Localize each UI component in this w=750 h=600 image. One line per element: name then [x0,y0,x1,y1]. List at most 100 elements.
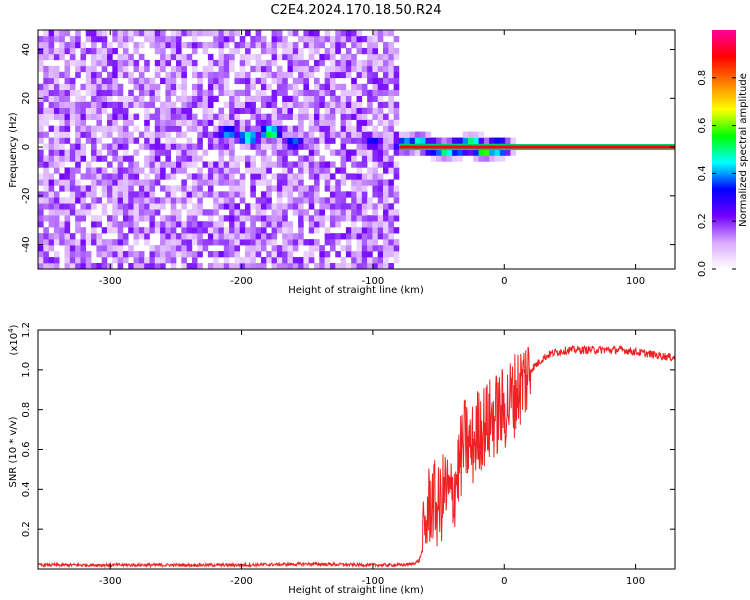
heatmap-cell [282,77,288,85]
heatmap-cell [43,257,49,264]
heatmap-cell [223,83,230,91]
heatmap-cell [388,185,394,192]
heatmap-cell [340,107,347,114]
heatmap-cell [383,125,389,132]
heatmap-cell [38,221,44,228]
heatmap-cell [69,155,76,162]
heatmap-cell [53,203,60,210]
heatmap-cell [303,143,310,150]
heatmap-cell [367,239,373,246]
heatmap-cell [154,30,161,37]
heatmap-cell [276,149,283,156]
heatmap-cell [85,89,92,97]
heatmap-cell [144,161,150,168]
heatmap-cell [298,221,304,228]
heatmap-cell [186,143,193,150]
heatmap-cell [202,107,209,114]
heatmap-cell [383,143,389,150]
snr-x-tick-label: -200 [230,576,253,587]
heatmap-cell [213,125,219,132]
heatmap-cell [117,185,124,192]
heatmap-cell [266,257,272,264]
heatmap-cell [144,83,150,91]
heatmap-cell [287,101,294,108]
heatmap-cell [117,221,124,228]
heatmap-cell [388,227,394,234]
heatmap-cell [176,71,182,79]
heatmap-cell [165,89,172,97]
heatmap-cell [393,215,400,222]
heatmap-cell [112,83,118,91]
heatmap-cell [43,203,49,210]
heatmap-cell [234,263,241,270]
heatmap-cell [144,101,150,108]
heatmap-cell [75,227,81,234]
heatmap-cell [149,89,156,97]
heatmap-cell [457,149,463,156]
heatmap-cell [165,35,172,43]
heatmap-cell [298,173,304,180]
heatmap-cell [133,239,140,246]
heatmap-cell [91,35,97,43]
heatmap-cell [234,113,241,120]
heatmap-cell [96,215,102,222]
heatmap-cell [478,155,485,162]
heatmap-cell [234,47,241,55]
heatmap-cell [53,30,60,37]
heatmap-cell [101,47,108,55]
heatmap-cell [107,131,113,138]
heatmap-cell [85,191,92,198]
heatmap-cell [329,263,336,270]
heatmap-cell [138,53,145,61]
heatmap-cell [191,227,198,234]
heatmap-cell [335,203,341,210]
heatmap-cell [260,83,267,91]
heatmap-cell [250,77,256,85]
heatmap-cell [303,59,310,67]
heatmap-cell [218,203,225,210]
heatmap-cell [303,215,310,222]
heatmap-cell [207,53,214,61]
heatmap-cell [234,191,241,198]
heatmap-cell [186,119,193,126]
heatmap-cell [340,65,347,73]
heatmap-cell [319,41,325,49]
heatmap-cell [250,161,256,168]
heatmap-cell [292,30,299,37]
heatmap-cell [181,191,187,198]
heatmap-cell [452,155,458,162]
heatmap-cell [239,125,246,132]
heatmap-cell [75,149,81,156]
heatmap-cell [345,47,352,55]
heatmap-cell [218,221,225,228]
heatmap-cell [345,30,352,37]
heatmap-cell [53,125,60,132]
heatmap-cell [197,77,203,85]
heatmap-cell [260,257,267,264]
heatmap-cell [367,245,373,252]
heatmap-cell [112,125,118,132]
heatmap-cell [308,53,315,61]
snr-x-tick-label: 100 [626,576,645,587]
heatmap-cell [314,137,320,144]
heatmap-cell [308,47,315,55]
heatmap-cell [122,155,129,162]
heatmap-cell [367,71,373,79]
heatmap-cell [404,137,410,144]
heatmap-cell [96,197,102,204]
heatmap-cell [213,221,219,228]
heatmap-cell [287,30,294,37]
heatmap-cell [393,83,400,91]
heatmap-cell [128,59,134,67]
heatmap-cell [420,137,426,144]
heatmap-cell [64,155,71,162]
heatmap-cell [213,167,219,174]
heatmap-cell [292,185,299,192]
heatmap-cell [112,71,118,79]
heatmap-cell [202,101,209,108]
heatmap-cell [271,35,278,43]
heatmap-cell [223,251,230,258]
heatmap-cell [80,257,87,264]
heatmap-cell [38,263,44,270]
heatmap-cell [335,107,341,114]
